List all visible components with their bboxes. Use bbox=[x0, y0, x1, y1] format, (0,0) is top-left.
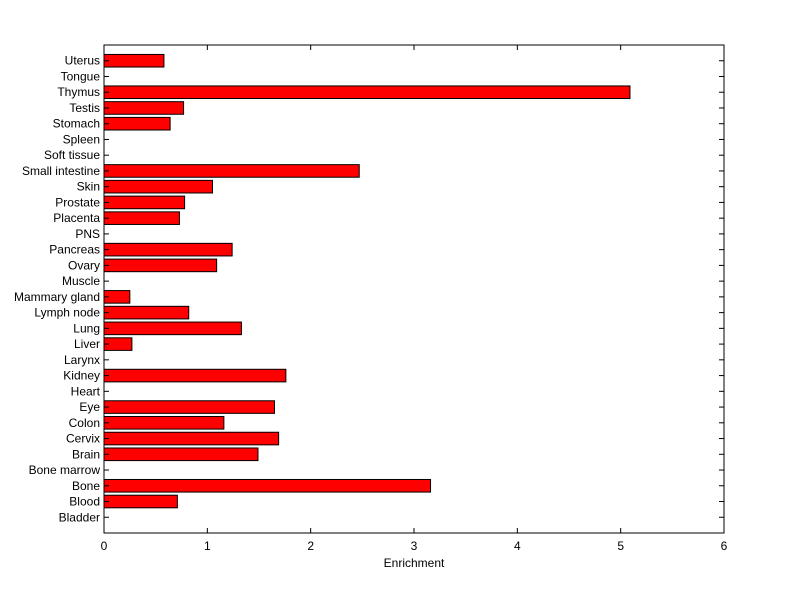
x-tick-label: 4 bbox=[514, 539, 521, 553]
bar bbox=[103, 101, 185, 115]
bar bbox=[103, 179, 213, 194]
bar bbox=[103, 195, 186, 210]
y-tick-label: Cervix bbox=[66, 432, 100, 446]
y-tick-label: Larynx bbox=[64, 353, 100, 367]
bar bbox=[103, 85, 631, 100]
y-tick-label: Mammary gland bbox=[14, 290, 100, 304]
bar bbox=[103, 211, 180, 225]
x-tick-label: 0 bbox=[101, 539, 108, 553]
y-tick-label: Muscle bbox=[62, 274, 100, 288]
x-tick-label: 3 bbox=[411, 539, 418, 553]
y-tick-label: Colon bbox=[69, 416, 100, 430]
bar bbox=[103, 53, 165, 68]
y-tick-label: Lung bbox=[73, 321, 100, 335]
y-tick-label: Small intestine bbox=[22, 164, 100, 178]
y-tick-label: Thymus bbox=[57, 85, 100, 99]
plot-frame bbox=[103, 44, 725, 534]
y-tick-label: Skin bbox=[77, 180, 100, 194]
bar bbox=[103, 447, 259, 462]
y-tick-label: Heart bbox=[71, 384, 101, 398]
y-tick-label: Liver bbox=[74, 337, 100, 351]
bar bbox=[103, 258, 218, 273]
bar bbox=[103, 321, 242, 336]
y-tick-label: Soft tissue bbox=[44, 148, 100, 162]
y-tick-label: Ovary bbox=[68, 258, 100, 272]
y-tick-label: Brain bbox=[72, 447, 100, 461]
bar bbox=[103, 305, 190, 320]
bar bbox=[103, 164, 360, 178]
y-tick-label: Bladder bbox=[59, 510, 100, 524]
y-tick-label: Uterus bbox=[65, 54, 100, 68]
bar bbox=[103, 116, 171, 131]
x-axis-label: Enrichment bbox=[384, 556, 445, 570]
y-tick-label: Eye bbox=[79, 400, 100, 414]
y-tick-label: Spleen bbox=[63, 132, 100, 146]
x-tick-label: 2 bbox=[307, 539, 314, 553]
bar bbox=[103, 368, 287, 383]
x-tick-label: 6 bbox=[721, 539, 728, 553]
bar bbox=[103, 478, 432, 493]
y-tick-label: Kidney bbox=[63, 369, 100, 383]
y-tick-label: Bone bbox=[72, 479, 100, 493]
y-tick-label: Testis bbox=[69, 101, 100, 115]
y-tick-label: Blood bbox=[69, 495, 100, 509]
y-tick-label: Tongue bbox=[61, 69, 101, 83]
y-tick-label: Placenta bbox=[53, 211, 100, 225]
y-tick-label: Prostate bbox=[55, 195, 100, 209]
y-tick-label: Bone marrow bbox=[29, 463, 101, 477]
bar bbox=[103, 242, 233, 257]
bar bbox=[103, 494, 178, 509]
x-tick-label: 1 bbox=[204, 539, 211, 553]
y-tick-label: Pancreas bbox=[49, 243, 100, 257]
y-tick-label: PNS bbox=[75, 227, 100, 241]
bar bbox=[103, 416, 225, 430]
x-tick-labels: 0 1 2 3 4 5 6 bbox=[101, 539, 728, 553]
bar bbox=[103, 431, 280, 446]
bar bbox=[103, 400, 275, 414]
x-tick-label: 5 bbox=[617, 539, 624, 553]
y-tick-label: Stomach bbox=[53, 117, 100, 131]
y-tick-label: Lymph node bbox=[34, 306, 100, 320]
